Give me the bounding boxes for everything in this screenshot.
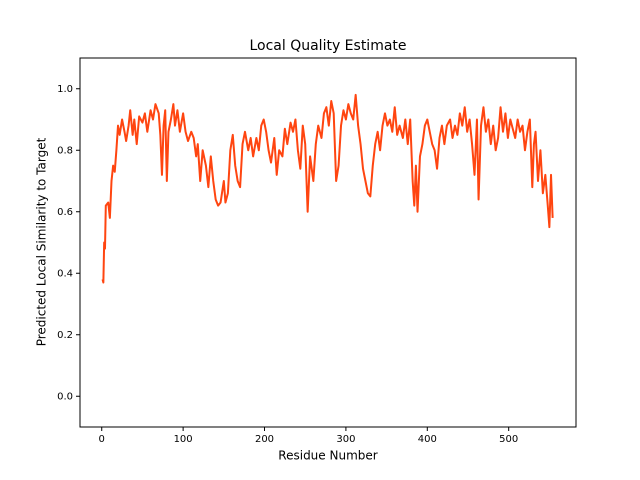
data-line xyxy=(101,93,554,284)
y-tick-label: 0.2 xyxy=(57,330,73,341)
y-axis-label: Predicted Local Similarity to Target xyxy=(35,137,49,346)
y-tick-label: 0.0 xyxy=(57,391,73,402)
plot-frame xyxy=(79,57,577,428)
x-tick-label: 100 xyxy=(174,434,193,445)
x-tick-label: 200 xyxy=(255,434,274,445)
y-tick-label: 0.6 xyxy=(57,207,73,218)
x-tick-label: 500 xyxy=(499,434,518,445)
x-tick-label: 400 xyxy=(418,434,437,445)
y-tick-label: 0.8 xyxy=(57,145,73,156)
x-tick-label: 300 xyxy=(336,434,355,445)
x-tick-label: 0 xyxy=(99,434,105,445)
y-tick-label: 1.0 xyxy=(57,84,73,95)
x-axis-label: Residue Number xyxy=(278,449,377,463)
y-tick-label: 0.4 xyxy=(57,268,73,279)
chart-title: Local Quality Estimate xyxy=(249,38,406,54)
